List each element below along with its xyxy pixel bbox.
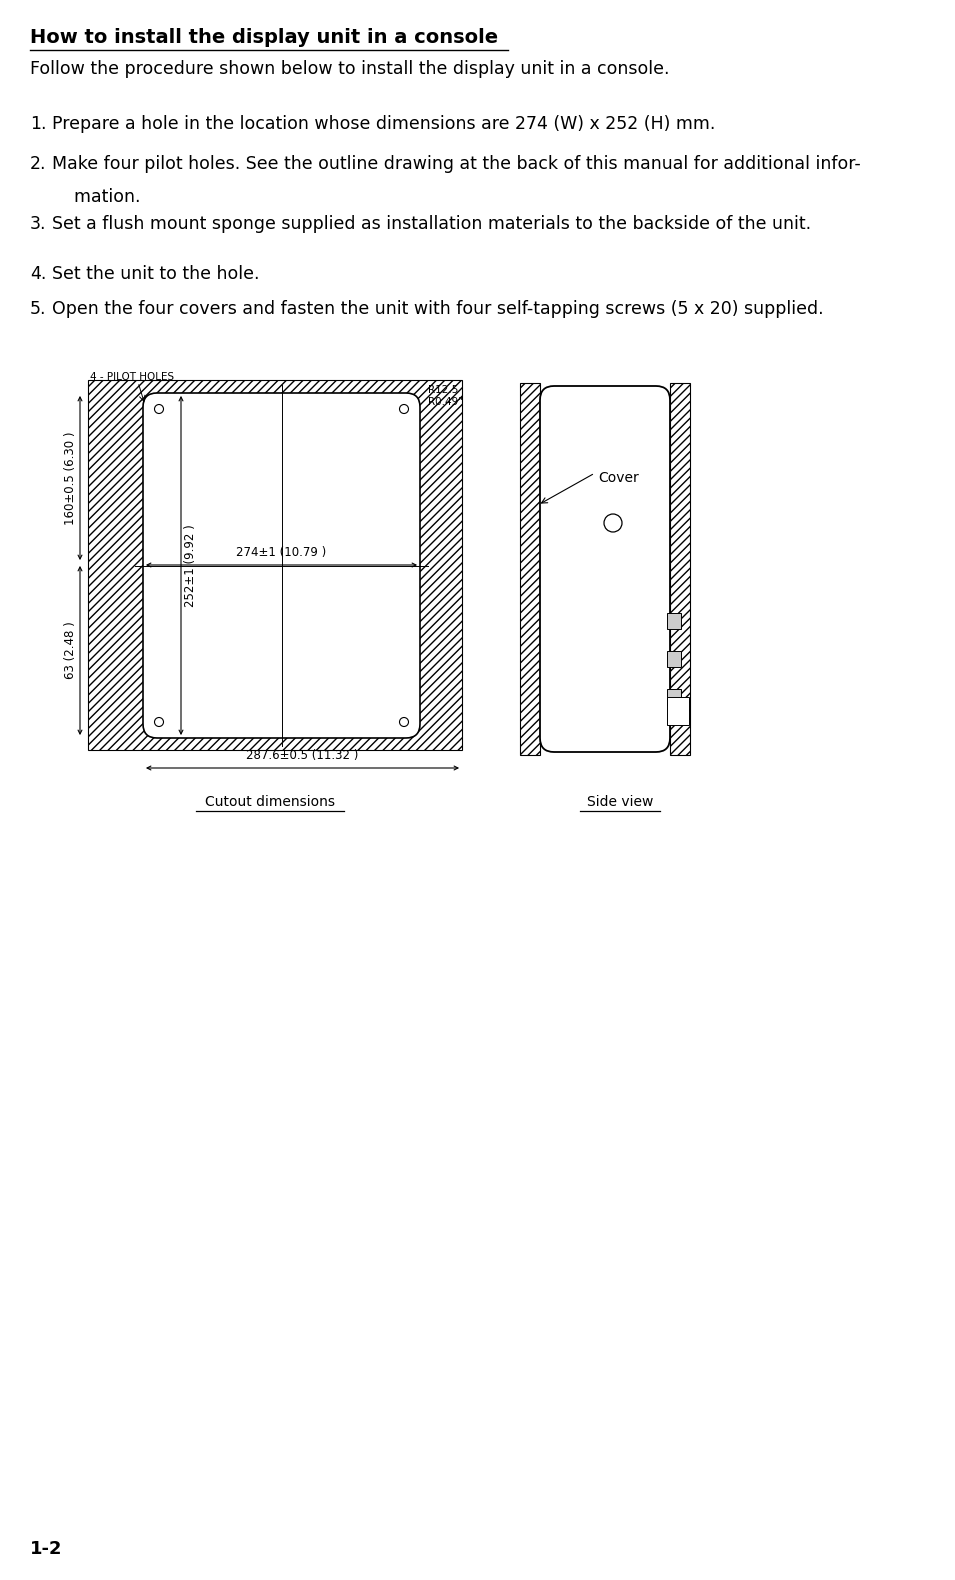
Text: 5.: 5.	[30, 300, 47, 318]
Text: Prepare a hole in the location whose dimensions are 274 (W) x 252 (H) mm.: Prepare a hole in the location whose dim…	[52, 115, 715, 133]
Circle shape	[604, 514, 622, 532]
Text: Make four pilot holes. See the outline drawing at the back of this manual for ad: Make four pilot holes. See the outline d…	[52, 155, 860, 172]
Text: 2.: 2.	[30, 155, 47, 172]
Text: Follow the procedure shown below to install the display unit in a console.: Follow the procedure shown below to inst…	[30, 60, 669, 77]
Text: mation.: mation.	[52, 188, 140, 205]
Text: 274±1 (10.79 ): 274±1 (10.79 )	[237, 547, 327, 559]
Bar	[667, 697, 689, 725]
Text: Set the unit to the hole.: Set the unit to the hole.	[52, 265, 260, 283]
Text: 252±1 (9.92 ): 252±1 (9.92 )	[184, 525, 197, 607]
Text: Cover: Cover	[598, 471, 639, 485]
Bar	[88, 381, 462, 750]
Text: Cutout dimensions: Cutout dimensions	[205, 795, 335, 809]
Text: 4.: 4.	[30, 265, 47, 283]
FancyBboxPatch shape	[540, 386, 670, 752]
Text: Side view: Side view	[586, 795, 653, 809]
Text: 4 - PILOT HOLES: 4 - PILOT HOLES	[90, 371, 174, 382]
Text: 3.: 3.	[30, 215, 47, 232]
Text: 287.6±0.5 (11.32 ): 287.6±0.5 (11.32 )	[246, 749, 359, 762]
Bar	[667, 689, 681, 705]
Text: 63 (2.48 ): 63 (2.48 )	[64, 621, 77, 679]
Circle shape	[399, 404, 409, 414]
Text: 160±0.5 (6.30 ): 160±0.5 (6.30 )	[64, 431, 77, 525]
Text: 1-2: 1-2	[30, 1540, 62, 1558]
Text: How to install the display unit in a console: How to install the display unit in a con…	[30, 28, 499, 47]
Text: Set a flush mount sponge supplied as installation materials to the backside of t: Set a flush mount sponge supplied as ins…	[52, 215, 811, 232]
Bar	[667, 613, 681, 629]
Bar	[520, 382, 540, 755]
Bar	[667, 651, 681, 667]
Circle shape	[155, 717, 163, 727]
Circle shape	[399, 717, 409, 727]
Text: R12.5: R12.5	[428, 386, 458, 395]
Text: R0.49": R0.49"	[428, 397, 463, 408]
FancyBboxPatch shape	[143, 393, 420, 738]
Bar	[670, 382, 690, 755]
Circle shape	[155, 404, 163, 414]
Text: Open the four covers and fasten the unit with four self-tapping screws (5 x 20) : Open the four covers and fasten the unit…	[52, 300, 823, 318]
Text: 1.: 1.	[30, 115, 47, 133]
